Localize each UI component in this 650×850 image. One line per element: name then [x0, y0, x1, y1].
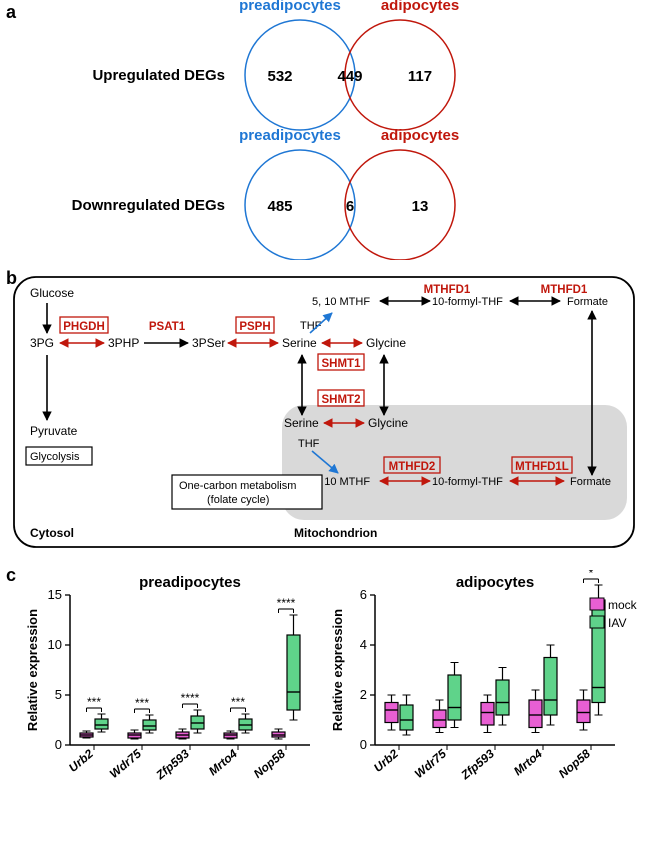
- svg-text:Glycolysis: Glycolysis: [30, 451, 80, 463]
- svg-text:0: 0: [360, 737, 367, 752]
- svg-text:preadipocytes: preadipocytes: [239, 127, 341, 144]
- svg-text:532: 532: [267, 68, 292, 85]
- svg-text:Downregulated DEGs: Downregulated DEGs: [72, 197, 225, 214]
- svg-text:MTHFD1: MTHFD1: [541, 284, 588, 296]
- svg-text:Relative expression: Relative expression: [330, 609, 345, 731]
- svg-text:MTHFD1: MTHFD1: [424, 284, 471, 296]
- svg-text:One-carbon metabolism: One-carbon metabolism: [179, 480, 296, 492]
- svg-text:Urb2: Urb2: [66, 746, 96, 775]
- svg-text:SHMT2: SHMT2: [322, 394, 361, 406]
- svg-text:13: 13: [412, 198, 429, 215]
- svg-text:Wdr75: Wdr75: [107, 746, 144, 781]
- svg-text:PHGDH: PHGDH: [63, 321, 105, 333]
- svg-text:*: *: [589, 570, 594, 580]
- svg-text:Cytosol: Cytosol: [30, 526, 74, 540]
- svg-text:Mrto4: Mrto4: [511, 746, 545, 778]
- svg-text:6: 6: [360, 587, 367, 602]
- svg-text:***: ***: [135, 696, 149, 710]
- svg-text:3PG: 3PG: [30, 336, 54, 350]
- svg-text:15: 15: [48, 587, 62, 602]
- svg-text:Formate: Formate: [567, 296, 608, 308]
- svg-text:Mrto4: Mrto4: [206, 746, 240, 778]
- svg-text:Glycine: Glycine: [366, 336, 406, 350]
- svg-text:4: 4: [360, 637, 367, 652]
- svg-text:Glycine: Glycine: [368, 416, 408, 430]
- svg-text:10: 10: [48, 637, 62, 652]
- svg-text:485: 485: [267, 198, 292, 215]
- svg-text:10-formyl-THF: 10-formyl-THF: [432, 296, 503, 308]
- svg-text:PSPH: PSPH: [239, 321, 270, 333]
- svg-text:Upregulated DEGs: Upregulated DEGs: [92, 67, 225, 84]
- svg-text:Serine: Serine: [282, 336, 317, 350]
- svg-text:(folate cycle): (folate cycle): [207, 494, 269, 506]
- svg-text:10-formyl-THF: 10-formyl-THF: [432, 476, 503, 488]
- svg-text:Wdr75: Wdr75: [412, 746, 449, 781]
- svg-text:Glucose: Glucose: [30, 286, 74, 300]
- svg-text:Relative expression: Relative expression: [25, 609, 40, 731]
- svg-text:****: ****: [277, 596, 296, 610]
- svg-text:2: 2: [360, 687, 367, 702]
- svg-text:Pyruvate: Pyruvate: [30, 424, 78, 438]
- svg-text:449: 449: [337, 68, 362, 85]
- svg-text:Nop58: Nop58: [251, 746, 288, 781]
- svg-text:THF: THF: [298, 438, 320, 450]
- svg-text:***: ***: [231, 695, 245, 709]
- svg-text:Zfp593: Zfp593: [153, 746, 193, 782]
- svg-text:117: 117: [408, 68, 432, 85]
- panel-a-svg: preadipocytes adipocytes Upregulated DEGs 5…: [0, 0, 650, 260]
- svg-text:Mitochondrion: Mitochondrion: [294, 526, 377, 540]
- svg-text:mock: mock: [608, 598, 638, 612]
- svg-text:MTHFD1L: MTHFD1L: [515, 461, 569, 473]
- svg-text:adipocytes: adipocytes: [381, 0, 459, 14]
- svg-text:***: ***: [87, 695, 101, 709]
- svg-text:Serine: Serine: [284, 416, 319, 430]
- svg-text:adipocytes: adipocytes: [456, 574, 534, 591]
- svg-text:5, 10 MTHF: 5, 10 MTHF: [312, 296, 370, 308]
- svg-text:IAV: IAV: [608, 616, 626, 630]
- svg-text:5: 5: [55, 687, 62, 702]
- svg-text:3PHP: 3PHP: [108, 336, 139, 350]
- svg-text:preadipocytes: preadipocytes: [139, 574, 241, 591]
- svg-text:****: ****: [181, 691, 200, 705]
- svg-text:Urb2: Urb2: [371, 746, 401, 775]
- svg-text:PSAT1: PSAT1: [149, 321, 186, 333]
- panel-c-svg: preadipocytes 0 5 10 15 Relative expression Ur…: [0, 570, 650, 850]
- svg-text:3PSer: 3PSer: [192, 336, 225, 350]
- svg-text:SHMT1: SHMT1: [322, 358, 362, 370]
- svg-text:preadipocytes: preadipocytes: [239, 0, 341, 14]
- svg-text:6: 6: [346, 198, 354, 215]
- panel-b-svg: Glucose 3PG Pyruvate Glycolysis PHGDH3PHP PSA…: [12, 275, 642, 555]
- svg-text:Formate: Formate: [570, 476, 611, 488]
- svg-text:MTHFD2: MTHFD2: [389, 461, 436, 473]
- svg-text:adipocytes: adipocytes: [381, 127, 459, 144]
- svg-text:Nop58: Nop58: [556, 746, 593, 781]
- svg-text:Zfp593: Zfp593: [458, 746, 498, 782]
- svg-text:0: 0: [55, 737, 62, 752]
